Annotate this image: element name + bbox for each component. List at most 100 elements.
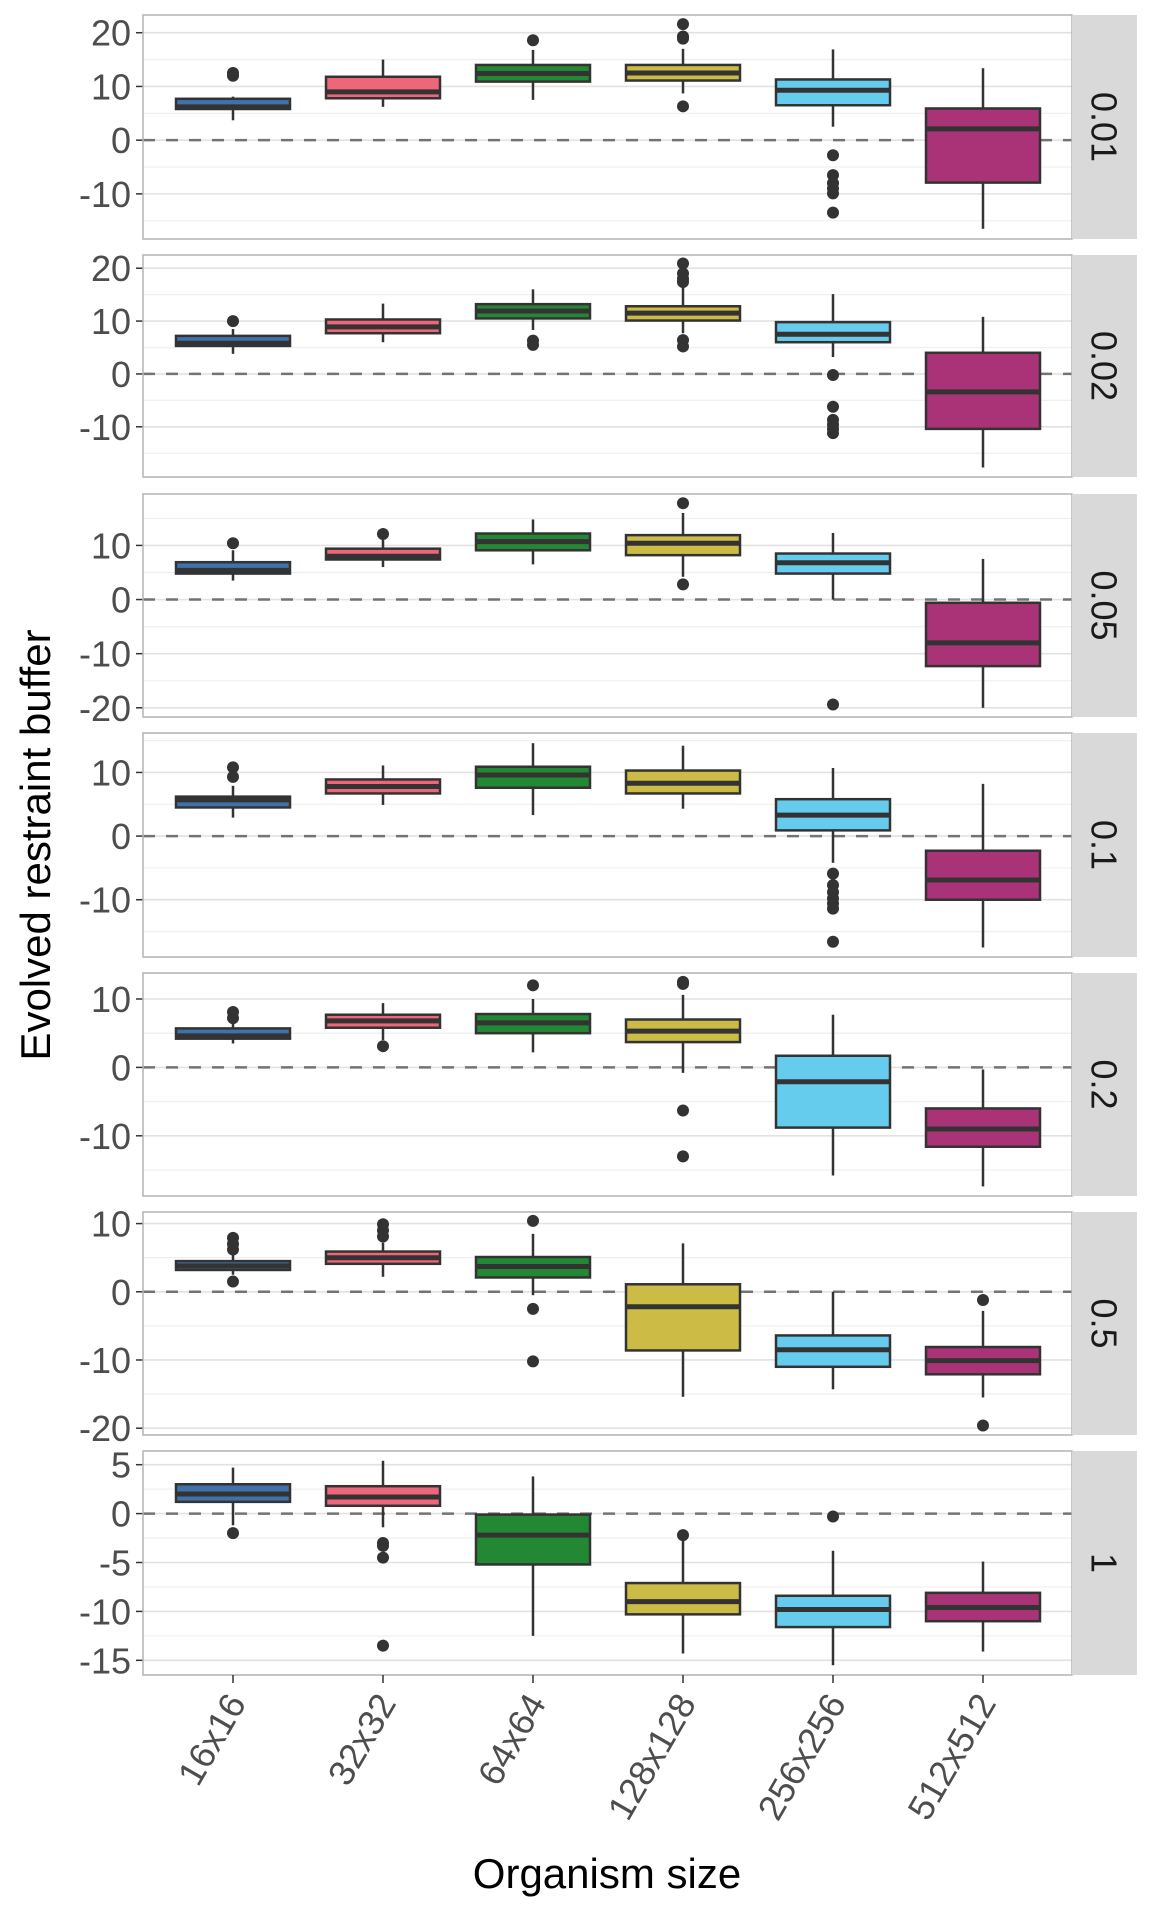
outlier-point <box>827 427 839 440</box>
box-128x128 <box>624 975 742 1163</box>
y-axis-title: Evolved restraint buffer <box>12 629 59 1060</box>
box-256x256 <box>774 49 892 219</box>
outlier-point <box>377 1551 389 1564</box>
y-tick-label: -10 <box>79 1591 131 1632</box>
outlier-point <box>227 1275 239 1288</box>
box-512x512 <box>924 316 1042 468</box>
panels: 20100-100.0120100-100.02100-10-200.05100… <box>79 13 1137 1681</box>
facet-strip <box>1072 1451 1137 1675</box>
box-128x128 <box>624 257 742 353</box>
outlier-point <box>677 100 689 113</box>
outlier-point <box>377 1539 389 1552</box>
outlier-point <box>377 528 389 541</box>
panel-0.02: 20 10 0 -10 0.02 <box>79 248 1137 478</box>
box-32x32 <box>324 59 442 107</box>
box-32x32 <box>324 1003 442 1053</box>
outlier-point <box>227 761 239 774</box>
facet-strip <box>1072 733 1137 957</box>
y-tick-label: 10 <box>91 66 131 107</box>
panel-1: 5 0 -5 -10 -15 1 <box>79 1445 1137 1681</box>
box-16x16 <box>174 761 292 818</box>
facet-strip <box>1072 494 1137 717</box>
panel-0.05: 10 0 -10 -20 0.05 <box>79 493 1137 729</box>
y-tick-label: -20 <box>79 1408 131 1449</box>
box-32x32 <box>324 765 442 805</box>
outlier-point <box>677 977 689 990</box>
box-64x64 <box>474 519 592 565</box>
outlier-point <box>677 1150 689 1163</box>
y-tick-label: 10 <box>91 301 131 342</box>
x-tick-label: 512x512 <box>899 1687 1004 1827</box>
box-64x64 <box>474 743 592 816</box>
y-tick-label: -10 <box>79 174 131 215</box>
y-tick-label: 10 <box>91 1204 131 1245</box>
outlier-point <box>227 1527 239 1540</box>
y-tick-label: 20 <box>91 248 131 289</box>
box-64x64 <box>474 34 592 100</box>
box-32x32 <box>324 1218 442 1277</box>
facet-strip <box>1072 973 1137 1196</box>
outlier-point <box>677 1529 689 1542</box>
y-tick-label: -15 <box>79 1640 131 1681</box>
panel-background <box>143 494 1072 717</box>
box-64x64 <box>474 1476 592 1636</box>
box-16x16 <box>174 67 292 121</box>
box-16x16 <box>174 315 292 354</box>
y-tick-label: 0 <box>111 354 131 395</box>
y-tick-label: -20 <box>79 688 131 729</box>
facet-strip-label: 0.1 <box>1084 820 1125 870</box>
y-tick-label: 0 <box>111 1494 131 1535</box>
outlier-point <box>827 902 839 915</box>
box-64x64 <box>474 979 592 1053</box>
box-128x128 <box>624 745 742 809</box>
x-axis: 16x16 32x32 64x64 128x128 256x256 512x512 <box>169 1675 1004 1827</box>
outlier-point <box>827 698 839 711</box>
outlier-point <box>827 400 839 413</box>
y-tick-label: -10 <box>79 634 131 675</box>
box-iqr <box>924 849 1042 901</box>
outlier-point <box>527 34 539 47</box>
box-512x512 <box>924 1293 1042 1432</box>
box-256x256 <box>774 532 892 711</box>
y-tick-label: -10 <box>79 1116 131 1157</box>
outlier-point <box>827 935 839 948</box>
outlier-point <box>827 867 839 880</box>
box-512x512 <box>924 1069 1042 1187</box>
outlier-point <box>827 206 839 219</box>
box-512x512 <box>924 558 1042 708</box>
box-512x512 <box>924 1561 1042 1652</box>
outlier-point <box>677 32 689 45</box>
box-256x256 <box>774 1510 892 1666</box>
box-16x16 <box>174 1005 292 1044</box>
outlier-point <box>527 979 539 992</box>
facet-strip-label: 0.2 <box>1084 1059 1125 1109</box>
y-tick-label: 10 <box>91 525 131 566</box>
box-256x256 <box>774 1014 892 1176</box>
outlier-point <box>527 338 539 351</box>
box-32x32 <box>324 528 442 568</box>
x-tick-label: 32x32 <box>319 1687 404 1792</box>
outlier-point <box>227 537 239 550</box>
box-512x512 <box>924 68 1042 229</box>
panel-background <box>143 1212 1072 1435</box>
box-32x32 <box>324 303 442 343</box>
facet-strip-label: 0.02 <box>1084 331 1125 401</box>
panel-background <box>143 255 1072 477</box>
outlier-point <box>827 1510 839 1523</box>
panel-background <box>143 973 1072 1196</box>
outlier-point <box>677 1104 689 1117</box>
box-64x64 <box>474 289 592 351</box>
x-axis-title: Organism size <box>473 1850 741 1897</box>
box-16x16 <box>174 1231 292 1288</box>
y-tick-label: -5 <box>99 1543 131 1584</box>
y-tick-label: 5 <box>111 1445 131 1486</box>
outlier-point <box>977 1293 989 1306</box>
box-iqr <box>624 1283 742 1352</box>
box-iqr <box>624 1581 742 1616</box>
outlier-point <box>377 1040 389 1053</box>
outlier-point <box>677 257 689 270</box>
x-tick-label: 256x256 <box>749 1687 854 1827</box>
outlier-point <box>227 67 239 80</box>
outlier-point <box>377 1230 389 1243</box>
outlier-point <box>827 187 839 200</box>
